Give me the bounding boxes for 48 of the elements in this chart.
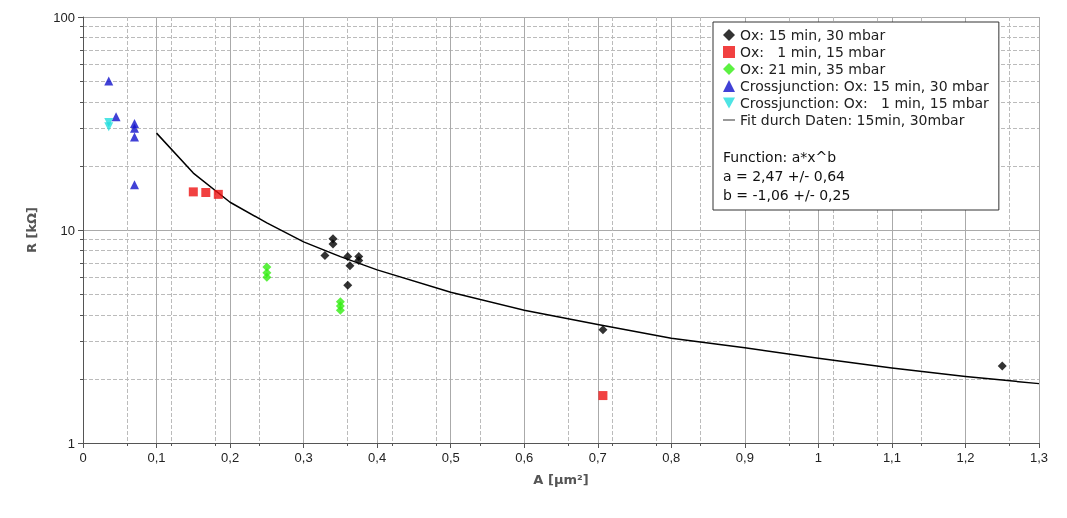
annotation: b = -1,06 +/- 0,25 <box>723 187 851 203</box>
point <box>997 361 1007 371</box>
point <box>111 112 121 122</box>
x-tick-label: 1,2 <box>956 450 975 465</box>
point <box>343 280 353 290</box>
x-tick-label: 0,2 <box>221 450 240 465</box>
point <box>129 123 139 133</box>
legend-label: Fit durch Daten: 15min, 30mbar <box>740 112 965 128</box>
x-tick-label: 0,9 <box>735 450 754 465</box>
point <box>328 234 338 244</box>
x-tick-label: 0,7 <box>588 450 607 465</box>
annotation: a = 2,47 +/- 0,64 <box>723 168 846 184</box>
x-tick-label: 0,6 <box>515 450 534 465</box>
point <box>343 252 353 262</box>
x-tick-label: 0,3 <box>294 450 313 465</box>
annotation: Function: a*x^b <box>723 149 837 165</box>
legend-label: Crossjunction: Ox: 1 min, 15 mbar <box>740 95 990 111</box>
point <box>598 391 608 401</box>
x-tick-label: 1,1 <box>882 450 901 465</box>
x-tick-label: 1,3 <box>1029 450 1049 465</box>
point <box>335 305 345 315</box>
point <box>213 189 223 199</box>
legend-label: Ox: 1 min, 15 mbar <box>740 44 886 60</box>
point <box>201 187 211 197</box>
point <box>598 325 608 335</box>
legend-label: Crossjunction: Ox: 15 min, 30 mbar <box>740 78 990 94</box>
x-tick-label: 1 <box>814 450 822 465</box>
x-axis-title: A [µm²] <box>533 472 589 487</box>
y-tick-label: 10 <box>60 222 75 238</box>
point <box>104 76 114 86</box>
legend-label: Ox: 15 min, 30 mbar <box>740 27 886 43</box>
line-series <box>155 132 1040 385</box>
point <box>345 261 355 271</box>
x-tick-label: 0,8 <box>662 450 681 465</box>
point <box>188 187 198 197</box>
point <box>262 272 272 282</box>
x-tick-label: 0 <box>79 450 87 465</box>
y-tick-label: 100 <box>53 9 75 25</box>
point <box>129 180 139 190</box>
point <box>320 250 330 260</box>
x-tick-label: 0,5 <box>441 450 460 465</box>
x-tick-label: 0,1 <box>147 450 166 465</box>
point <box>129 132 139 142</box>
y-axis-title: R [kΩ] <box>24 206 39 254</box>
point <box>104 122 114 132</box>
x-tick-label: 0,4 <box>368 450 387 465</box>
y-tick-label: 1 <box>67 435 75 451</box>
legend-label: Ox: 21 min, 35 mbar <box>740 61 886 77</box>
